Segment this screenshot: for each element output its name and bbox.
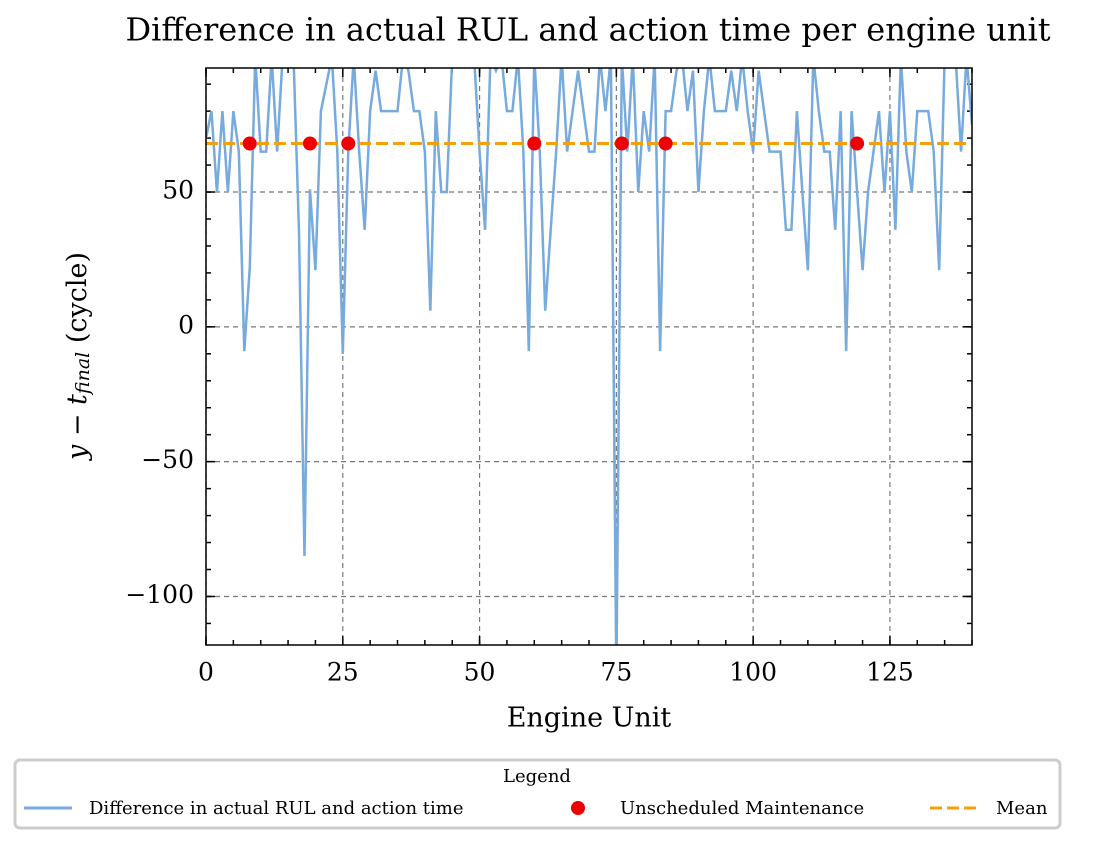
x-tick-label: 0 <box>198 658 214 687</box>
data-point <box>527 136 542 151</box>
x-tick-label: 100 <box>729 658 777 687</box>
y-tick-label: 0 <box>178 310 194 339</box>
clip-group <box>206 68 972 645</box>
x-tick-label: 25 <box>327 658 359 687</box>
data-point <box>658 136 673 151</box>
chart-title: Difference in actual RUL and action time… <box>125 11 1050 49</box>
legend: Legend Difference in actual RUL and acti… <box>13 758 1062 830</box>
y-tick-label: −100 <box>125 580 194 609</box>
axes-frame <box>205 67 973 646</box>
legend-label: Unscheduled Maintenance <box>620 798 864 819</box>
x-tick-label: 75 <box>600 658 632 687</box>
data-point <box>242 136 257 151</box>
data-point <box>614 136 629 151</box>
data-point <box>302 136 317 151</box>
data-point <box>341 136 356 151</box>
data-line <box>206 68 972 645</box>
y-tick-label: 50 <box>162 176 194 205</box>
legend-label: Mean <box>996 798 1048 819</box>
x-axis-label: Engine Unit <box>507 703 672 734</box>
legend-label: Difference in actual RUL and action time <box>89 798 463 819</box>
y-axis-label: y − tfinal (cycle) <box>62 252 95 461</box>
legend-title: Legend <box>503 766 571 787</box>
legend-box <box>13 758 1062 830</box>
x-tick-label: 125 <box>866 658 914 687</box>
legend-swatch <box>571 801 585 815</box>
plot-area: 0 25 50 75 100 125 −100 −50 0 50 <box>125 68 973 687</box>
x-tick-label: 50 <box>464 658 496 687</box>
y-tick-label: −50 <box>141 445 194 474</box>
data-point <box>850 136 865 151</box>
